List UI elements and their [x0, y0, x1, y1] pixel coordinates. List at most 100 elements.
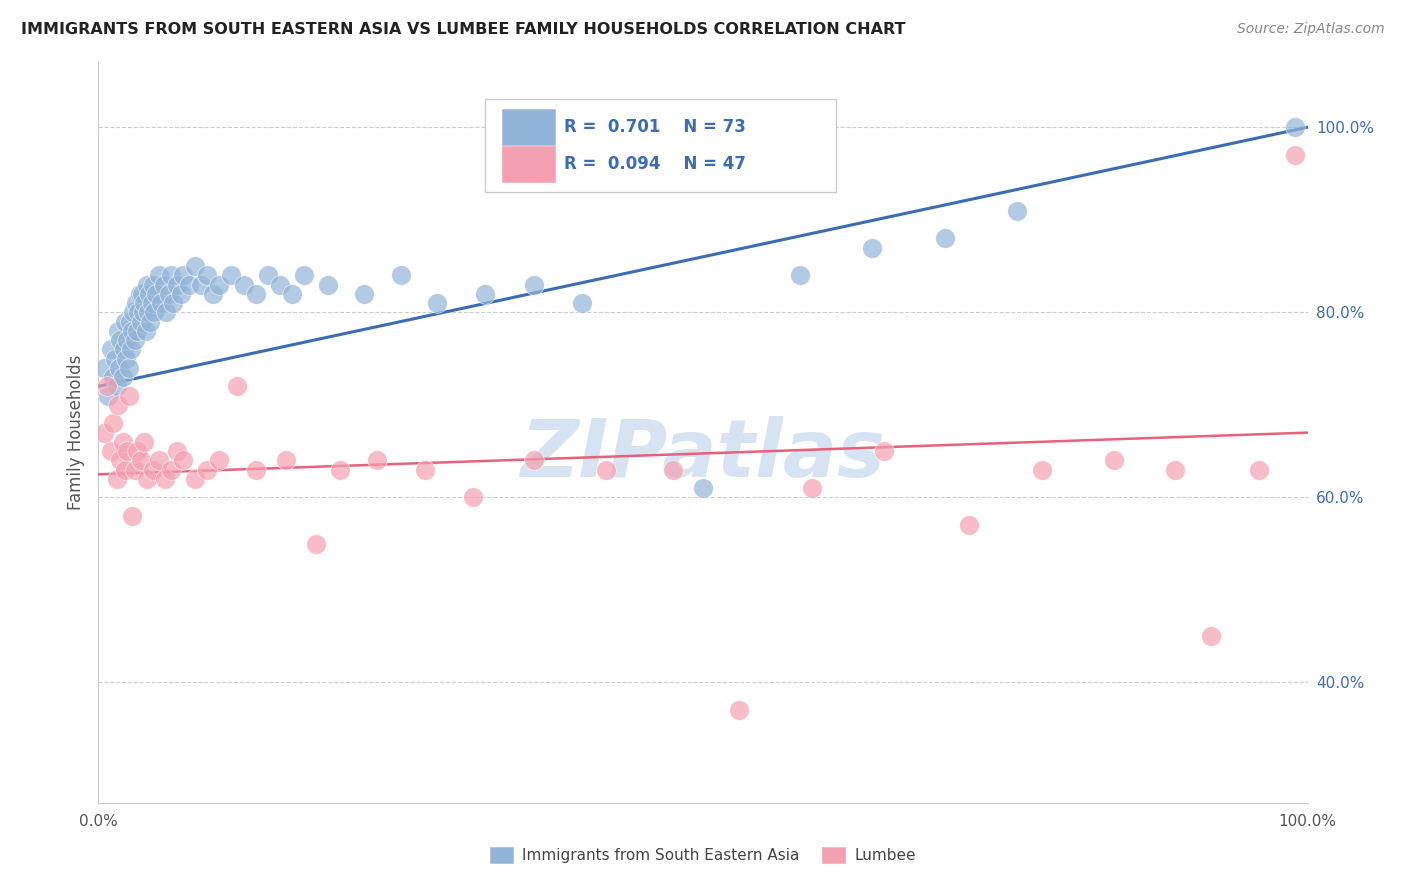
- Point: [274, 453, 297, 467]
- Point: [1199, 629, 1222, 643]
- Point: [145, 286, 167, 301]
- Text: R =  0.701    N = 73: R = 0.701 N = 73: [564, 118, 745, 136]
- Point: [100, 444, 122, 458]
- Point: [138, 286, 160, 301]
- Point: [121, 324, 143, 338]
- Point: [160, 462, 183, 476]
- Text: IMMIGRANTS FROM SOUTH EASTERN ASIA VS LUMBEE FAMILY HOUSEHOLDS CORRELATION CHART: IMMIGRANTS FROM SOUTH EASTERN ASIA VS LU…: [21, 22, 905, 37]
- Point: [118, 315, 141, 329]
- Point: [226, 379, 249, 393]
- Point: [93, 425, 115, 440]
- Point: [124, 333, 146, 347]
- Point: [153, 472, 176, 486]
- Point: [160, 268, 183, 283]
- Point: [117, 333, 139, 347]
- Point: [129, 453, 152, 467]
- Point: [1102, 453, 1125, 467]
- Point: [179, 277, 201, 292]
- Point: [692, 481, 714, 495]
- Text: R =  0.094    N = 47: R = 0.094 N = 47: [564, 155, 747, 173]
- Point: [661, 462, 683, 476]
- Point: [142, 462, 165, 476]
- Point: [873, 444, 896, 458]
- Point: [172, 453, 194, 467]
- Point: [135, 324, 157, 338]
- Point: [281, 286, 304, 301]
- Point: [957, 518, 980, 533]
- Point: [292, 268, 315, 283]
- Point: [728, 703, 751, 717]
- Point: [426, 296, 449, 310]
- Point: [96, 379, 118, 393]
- Point: [389, 268, 412, 283]
- Point: [1163, 462, 1185, 476]
- Point: [305, 536, 328, 550]
- Point: [111, 370, 134, 384]
- Legend: Immigrants from South Eastern Asia, Lumbee: Immigrants from South Eastern Asia, Lumb…: [484, 841, 922, 869]
- Point: [121, 508, 143, 523]
- Point: [474, 286, 496, 301]
- Point: [107, 324, 129, 338]
- Point: [135, 472, 157, 486]
- Point: [523, 277, 546, 292]
- Point: [127, 444, 149, 458]
- Point: [124, 462, 146, 476]
- Point: [184, 472, 207, 486]
- Point: [148, 453, 170, 467]
- Point: [150, 296, 173, 310]
- Point: [129, 315, 152, 329]
- Point: [122, 305, 145, 319]
- Point: [172, 268, 194, 283]
- Point: [202, 286, 225, 301]
- Point: [118, 360, 141, 375]
- Point: [114, 462, 136, 476]
- Point: [134, 296, 156, 310]
- Point: [329, 462, 352, 476]
- Point: [101, 370, 124, 384]
- Point: [105, 472, 128, 486]
- Point: [97, 389, 120, 403]
- Point: [108, 333, 131, 347]
- Point: [157, 286, 180, 301]
- Point: [105, 379, 128, 393]
- Point: [195, 462, 218, 476]
- Point: [269, 277, 291, 292]
- Point: [413, 462, 436, 476]
- Point: [136, 305, 159, 319]
- Point: [104, 351, 127, 366]
- Point: [208, 453, 231, 467]
- Point: [1284, 120, 1306, 135]
- Point: [139, 315, 162, 329]
- Point: [128, 286, 150, 301]
- Point: [1031, 462, 1053, 476]
- Point: [789, 268, 811, 283]
- Point: [111, 434, 134, 449]
- Point: [523, 453, 546, 467]
- Point: [463, 491, 485, 505]
- Point: [190, 277, 212, 292]
- Point: [101, 417, 124, 431]
- Point: [125, 296, 148, 310]
- Point: [1249, 462, 1271, 476]
- Point: [148, 268, 170, 283]
- Y-axis label: Family Households: Family Households: [66, 355, 84, 510]
- Point: [245, 462, 267, 476]
- Point: [134, 434, 156, 449]
- Point: [800, 481, 823, 495]
- Point: [195, 268, 218, 283]
- Point: [117, 444, 139, 458]
- Point: [934, 231, 956, 245]
- Point: [100, 343, 122, 357]
- Point: [120, 343, 142, 357]
- Text: ZIPatlas: ZIPatlas: [520, 416, 886, 494]
- Point: [208, 277, 231, 292]
- Point: [108, 360, 131, 375]
- Point: [93, 360, 115, 375]
- Point: [595, 462, 617, 476]
- Point: [114, 315, 136, 329]
- Point: [571, 296, 593, 310]
- Point: [118, 389, 141, 403]
- FancyBboxPatch shape: [502, 146, 555, 182]
- Point: [127, 305, 149, 319]
- Point: [184, 259, 207, 273]
